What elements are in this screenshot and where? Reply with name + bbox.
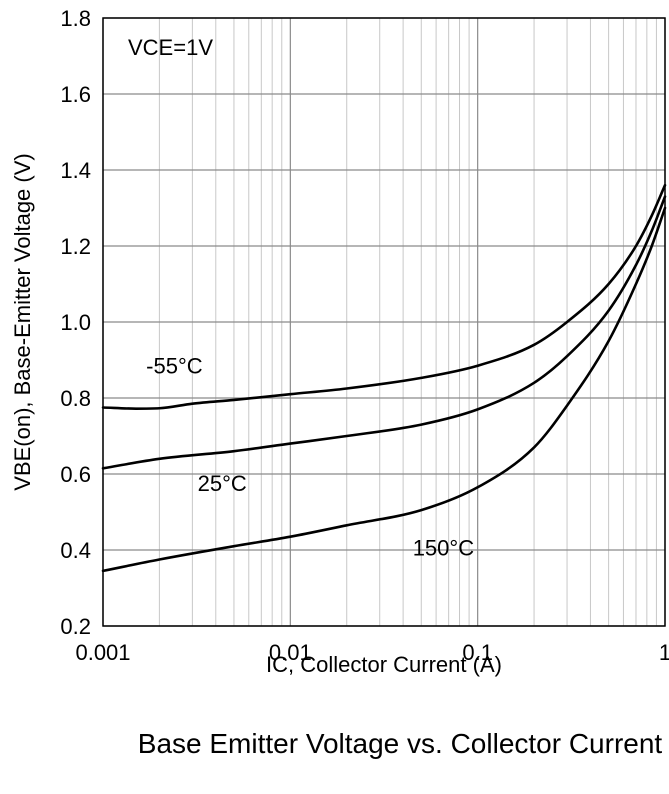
y-tick-label: 1.8 [60,6,91,31]
series-label: 25°C [198,471,247,496]
major-gridlines [103,18,665,626]
y-axis-label: VBE(on), Base-Emitter Voltage (V) [10,153,35,490]
y-tick-label: 1.4 [60,158,91,183]
y-tick-label: 0.8 [60,386,91,411]
y-tick-label: 1.0 [60,310,91,335]
y-tick-labels: 0.2 0.4 0.6 0.8 1.0 1.2 1.4 1.6 1.8 [60,6,91,639]
x-tick-label: 0.001 [75,640,130,665]
y-tick-label: 0.6 [60,462,91,487]
series-label: -55°C [146,353,203,378]
y-tick-label: 1.6 [60,82,91,107]
y-tick-label: 0.2 [60,614,91,639]
chart-caption: Base Emitter Voltage vs. Collector Curre… [100,728,669,760]
series-line-25c [103,197,665,469]
series-label: 150°C [413,536,475,561]
series-line-150c [103,208,665,571]
vce-annotation: VCE=1V [128,35,213,60]
chart: 0.001 0.01 0.1 1 0.20.40.60.81.01.21.41.61.… [0,0,669,720]
y-tick-label: 0.4 [60,538,91,563]
x-tick-label: 1 [659,640,669,665]
x-axis-label: IC, Collector Current (A) [266,652,502,677]
y-tick-label: 1.2 [60,234,91,259]
series-labels: -55°C 25°C 150°C [146,353,474,560]
